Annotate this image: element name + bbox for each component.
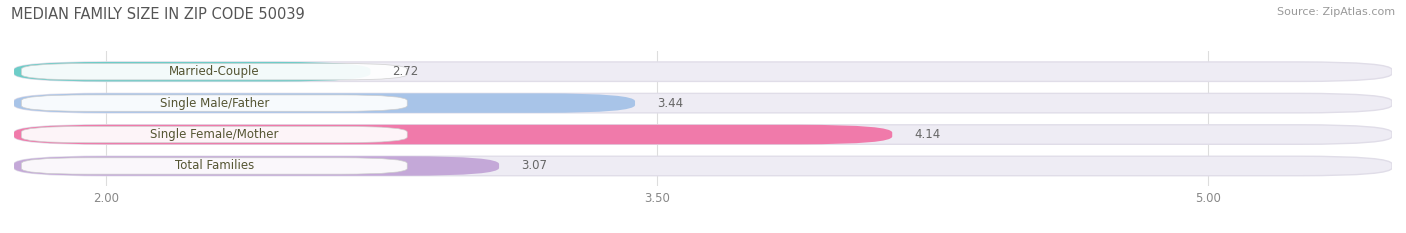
Text: Single Male/Father: Single Male/Father [160,97,269,110]
FancyBboxPatch shape [21,158,408,174]
FancyBboxPatch shape [14,93,1392,113]
FancyBboxPatch shape [14,125,1392,144]
FancyBboxPatch shape [21,64,408,80]
Text: Source: ZipAtlas.com: Source: ZipAtlas.com [1277,7,1395,17]
FancyBboxPatch shape [14,125,893,144]
Text: 2.72: 2.72 [392,65,419,78]
FancyBboxPatch shape [14,62,1392,81]
Text: Married-Couple: Married-Couple [169,65,260,78]
Text: MEDIAN FAMILY SIZE IN ZIP CODE 50039: MEDIAN FAMILY SIZE IN ZIP CODE 50039 [11,7,305,22]
FancyBboxPatch shape [14,156,1392,176]
FancyBboxPatch shape [14,93,636,113]
Text: 3.07: 3.07 [522,159,547,172]
FancyBboxPatch shape [14,156,499,176]
FancyBboxPatch shape [14,62,370,81]
Text: 3.44: 3.44 [657,97,683,110]
FancyBboxPatch shape [21,95,408,111]
Text: 4.14: 4.14 [914,128,941,141]
Text: Single Female/Mother: Single Female/Mother [150,128,278,141]
FancyBboxPatch shape [21,126,408,143]
Text: Total Families: Total Families [174,159,254,172]
